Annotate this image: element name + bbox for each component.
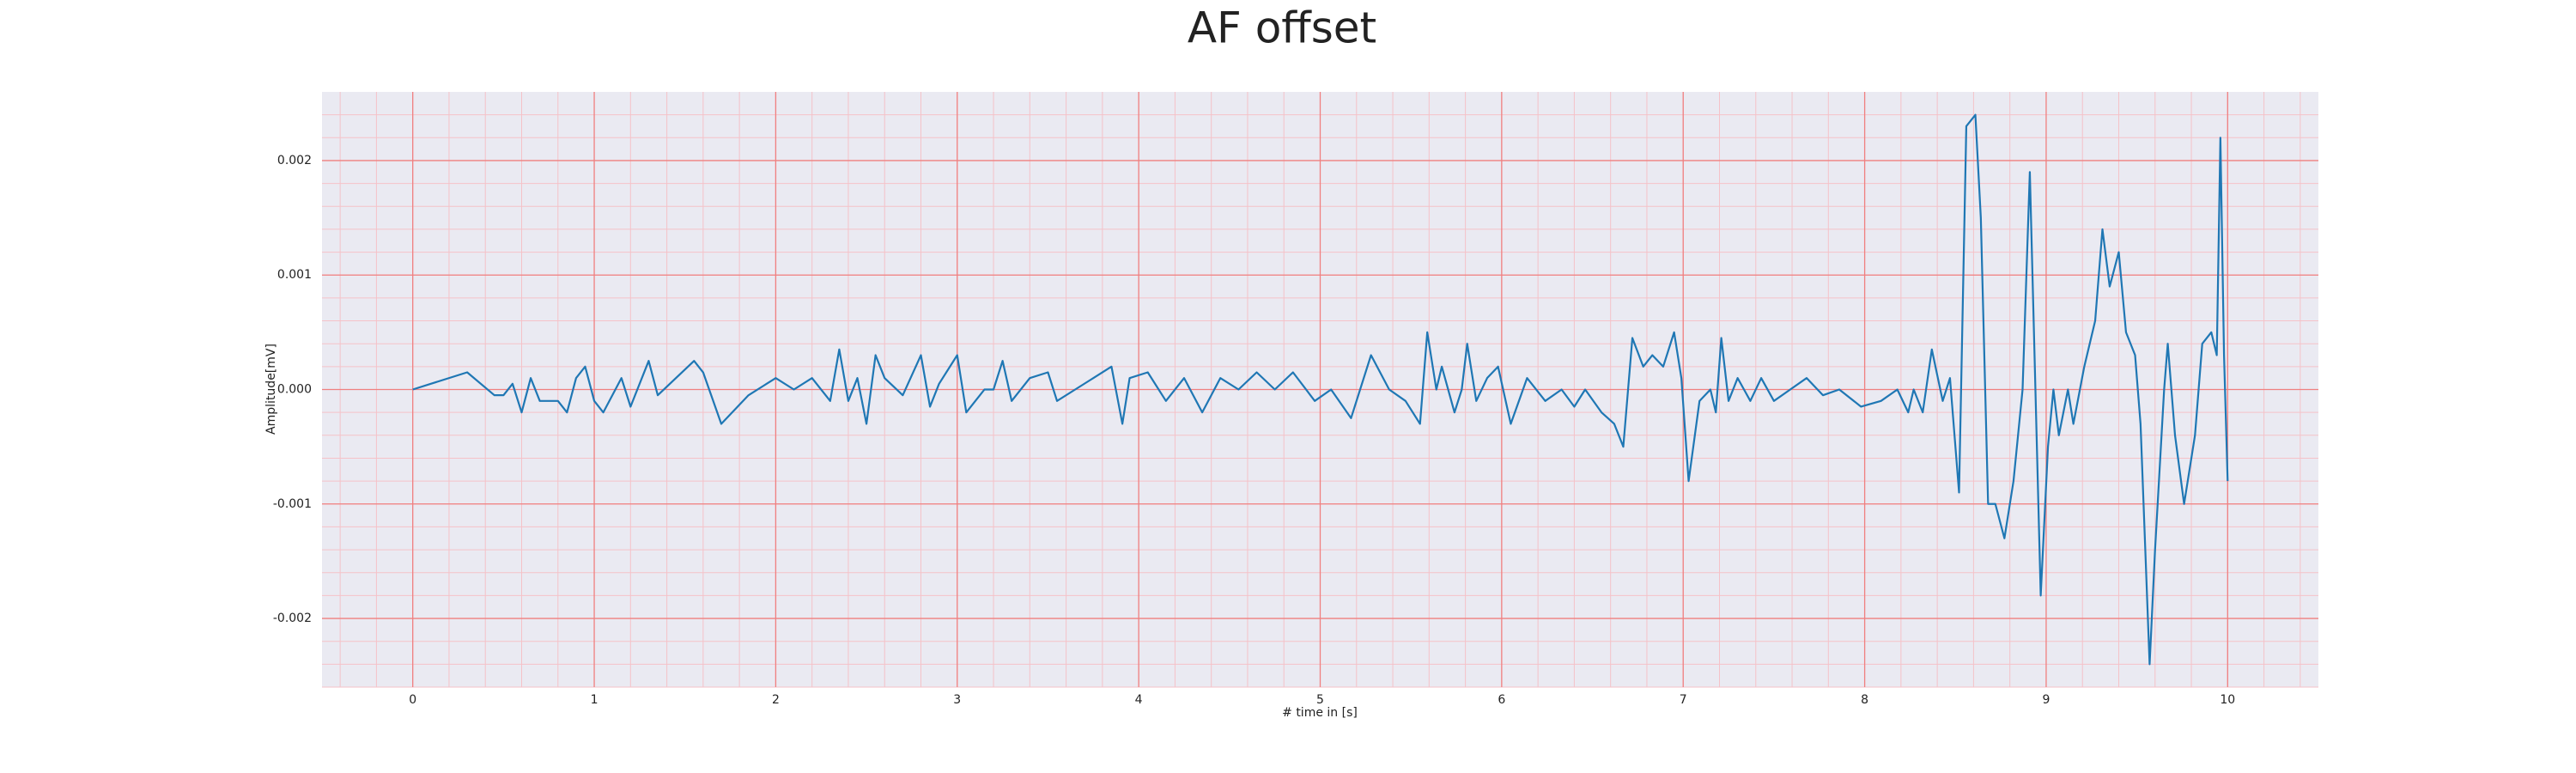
y-tick-label: -0.001 <box>273 497 312 511</box>
chart-title: AF offset <box>1188 3 1376 53</box>
x-tick-label: 4 <box>1135 693 1143 707</box>
x-axis-label: # time in [s] <box>1282 706 1358 720</box>
x-tick-label: 6 <box>1498 693 1505 707</box>
y-tick-label: 0.001 <box>277 268 312 282</box>
y-axis-label: Amplitude[mV] <box>264 344 278 435</box>
x-tick-label: 7 <box>1680 693 1687 707</box>
x-tick-label: 10 <box>2220 693 2235 707</box>
x-tick-label: 2 <box>772 693 780 707</box>
x-tick-label: 3 <box>953 693 961 707</box>
data-line <box>412 113 2229 666</box>
y-tick-label: 0.002 <box>277 154 312 167</box>
y-tick-label: 0.000 <box>277 383 312 397</box>
x-tick-label: 1 <box>591 693 598 707</box>
y-tick-label: -0.002 <box>273 612 312 625</box>
x-tick-label: 0 <box>409 693 416 707</box>
x-tick-label: 8 <box>1861 693 1868 707</box>
x-tick-label: 9 <box>2042 693 2050 707</box>
x-tick-label: 5 <box>1316 693 1324 707</box>
